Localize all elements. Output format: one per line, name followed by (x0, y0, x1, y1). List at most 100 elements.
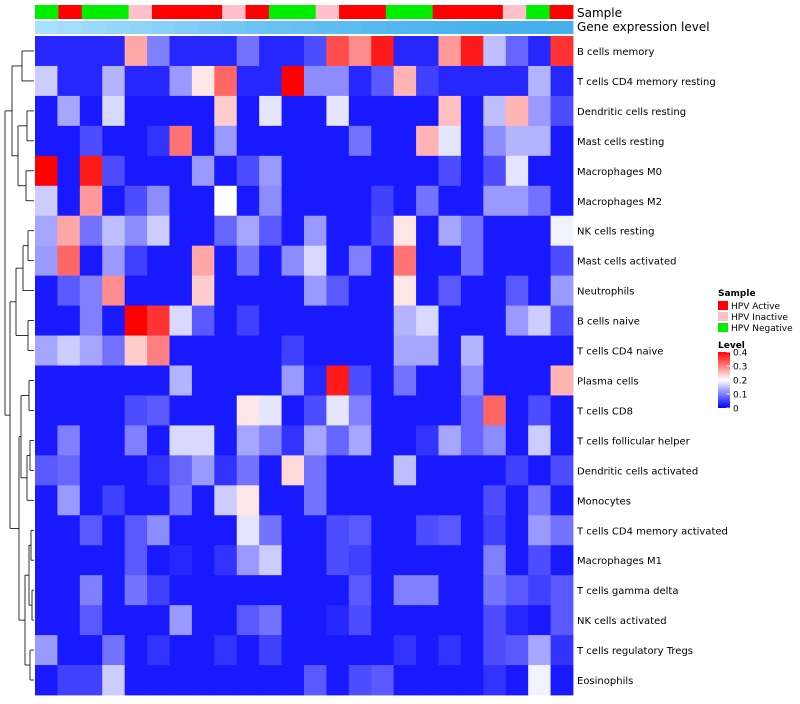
sample-legend-label: HPV Negative (731, 324, 793, 334)
heatmap-cell (57, 425, 81, 456)
heatmap-cell (79, 185, 103, 217)
heatmap-cell (236, 335, 260, 366)
heatmap-cell (191, 335, 215, 366)
heatmap-cell (35, 455, 58, 486)
heatmap-cell (169, 515, 193, 546)
heatmap-cell (57, 95, 81, 127)
heatmap-cell (169, 635, 193, 666)
heatmap-cell (214, 65, 238, 97)
heatmap-cell (214, 545, 238, 576)
heatmap-cell (57, 65, 81, 97)
heatmap-cell (393, 215, 417, 247)
heatmap-cell (169, 425, 193, 456)
heatmap-cell (371, 275, 395, 306)
heatmap-cell (236, 65, 260, 97)
row-label: T cells gamma delta (576, 586, 678, 597)
heatmap-cell (528, 245, 551, 277)
heatmap-cell (438, 275, 462, 306)
heatmap-cell (124, 275, 148, 306)
heatmap-cell (79, 215, 103, 247)
heatmap-cell (416, 125, 439, 157)
heatmap-cell (550, 245, 574, 277)
heatmap-cell (460, 515, 484, 546)
row-label: Dendritic cells resting (577, 107, 686, 118)
heatmap-cell (393, 155, 417, 187)
heatmap-cell (102, 36, 126, 67)
row-label: T cells CD8 (576, 406, 633, 417)
heatmap-cell (460, 275, 484, 306)
heatmap-cell (483, 395, 507, 426)
heatmap-cell (416, 95, 439, 127)
heatmap-cell (79, 335, 103, 366)
heatmap-cell (236, 575, 260, 606)
heatmap-cell (79, 95, 103, 127)
sample-annotation-cell (151, 5, 176, 19)
heatmap-cell (348, 455, 372, 486)
heatmap-cell (550, 605, 574, 636)
heatmap-cell (460, 185, 484, 217)
heatmap-cell (281, 36, 305, 67)
heatmap-cell (124, 575, 148, 606)
heatmap-cell (259, 36, 282, 67)
heatmap-cell (214, 305, 238, 336)
heatmap-cell (348, 545, 372, 576)
heatmap-cell (57, 36, 81, 67)
heatmap-cell (236, 245, 260, 277)
heatmap-cell (236, 155, 260, 187)
heatmap-cell (326, 185, 350, 217)
heatmap-cell (326, 155, 350, 187)
heatmap-cell (124, 485, 148, 516)
heatmap-cell (460, 425, 484, 456)
heatmap-cell (505, 605, 529, 636)
heatmap-cell (35, 365, 58, 396)
heatmap-cell (35, 335, 58, 366)
heatmap-cell (259, 65, 282, 97)
gene-annotation-cell (456, 21, 480, 34)
heatmap-cell (236, 95, 260, 127)
heatmap-cell (550, 275, 574, 306)
heatmap-cell (505, 515, 529, 546)
heatmap-cell (79, 275, 103, 306)
heatmap-cell (147, 65, 170, 97)
heatmap-cell (79, 155, 103, 187)
heatmap-cell (393, 365, 417, 396)
heatmap-cell (214, 95, 238, 127)
heatmap-cell (79, 365, 103, 396)
heatmap-cell (371, 515, 395, 546)
heatmap-cell (124, 335, 148, 366)
heatmap-cell (102, 275, 126, 306)
heatmap-cell (147, 125, 170, 157)
heatmap-cell (35, 605, 58, 636)
heatmap-cell (147, 245, 170, 277)
heatmap-cell (124, 455, 148, 486)
heatmap-cell (393, 95, 417, 127)
heatmap-cell (236, 515, 260, 546)
heatmap-cell (371, 95, 395, 127)
heatmap-cell (147, 545, 170, 576)
heatmap-cell (102, 635, 126, 666)
heatmap-cell (550, 305, 574, 336)
heatmap-cell (550, 485, 574, 516)
row-dendrogram (4, 50, 34, 681)
heatmap-cell (348, 665, 372, 696)
heatmap-cell (371, 545, 395, 576)
heatmap-cell (416, 575, 439, 606)
heatmap-cell (505, 275, 529, 306)
heatmap-cell (35, 155, 58, 187)
heatmap-cell (528, 155, 551, 187)
heatmap-cell (79, 605, 103, 636)
heatmap-cell (326, 95, 350, 127)
heatmap-cell (483, 545, 507, 576)
heatmap-cell (124, 305, 148, 336)
heatmap-cell (326, 425, 350, 456)
sample-annotation-cell (362, 5, 387, 19)
gene-annotation-cell (432, 21, 457, 34)
heatmap-cell (79, 125, 103, 157)
heatmap-cell (550, 65, 574, 97)
heatmap-cell (124, 95, 148, 127)
row-label: Macrophages M1 (577, 556, 662, 567)
heatmap-cell (281, 425, 305, 456)
heatmap-cell (348, 485, 372, 516)
heatmap-cell (214, 155, 238, 187)
